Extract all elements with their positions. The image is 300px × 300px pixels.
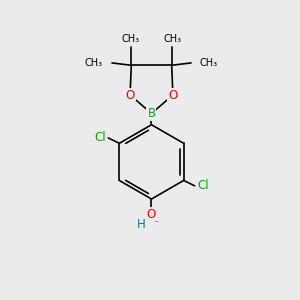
Text: Cl: Cl bbox=[94, 131, 106, 145]
Text: O: O bbox=[147, 208, 156, 221]
Text: O: O bbox=[168, 88, 178, 101]
Text: Cl: Cl bbox=[197, 179, 209, 192]
Text: ⁻: ⁻ bbox=[153, 219, 158, 229]
Text: H: H bbox=[137, 218, 146, 230]
Text: CH₃: CH₃ bbox=[85, 58, 103, 68]
Text: CH₃: CH₃ bbox=[164, 34, 182, 44]
Text: CH₃: CH₃ bbox=[121, 34, 140, 44]
Text: O: O bbox=[125, 88, 135, 101]
Text: CH₃: CH₃ bbox=[200, 58, 218, 68]
Text: B: B bbox=[147, 107, 155, 120]
